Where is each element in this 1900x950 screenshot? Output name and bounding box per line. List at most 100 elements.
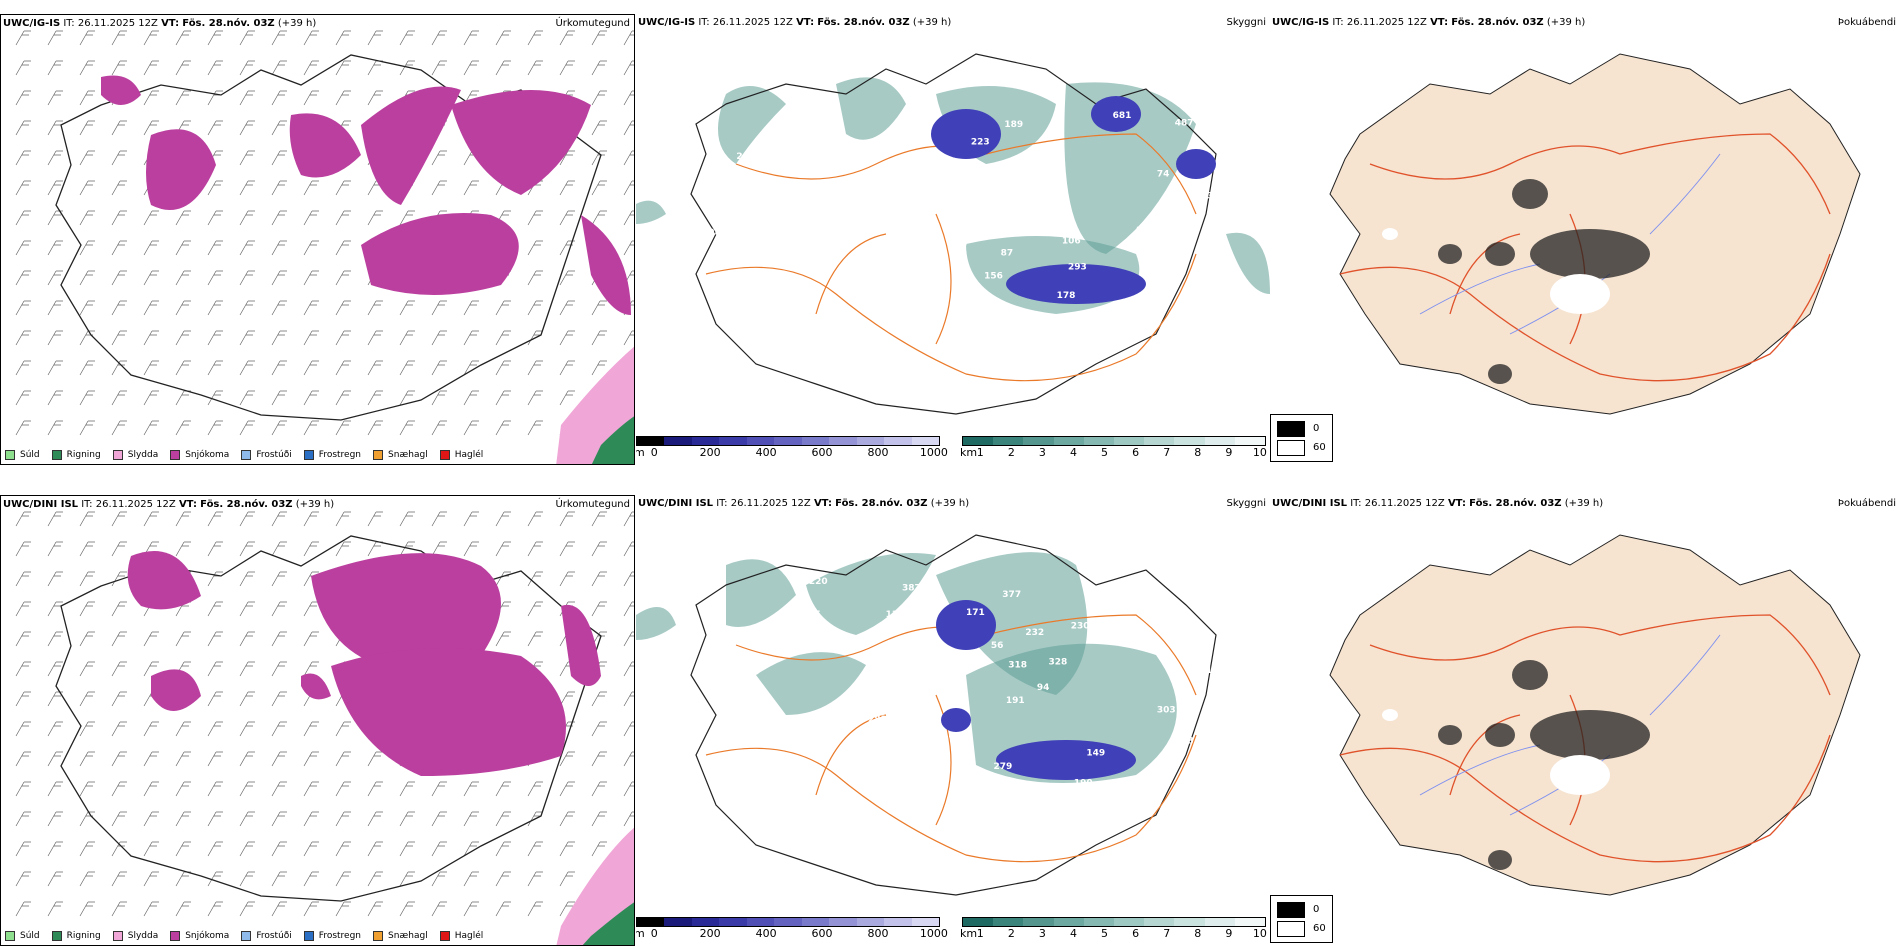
elevation-label: 251 bbox=[748, 739, 767, 749]
wind-barb-icon bbox=[623, 240, 634, 256]
wind-barb-icon bbox=[143, 120, 159, 136]
wind-barb-icon bbox=[367, 360, 383, 376]
wind-barb-icon bbox=[559, 901, 575, 917]
wind-barb-icon bbox=[79, 210, 95, 226]
elevation-label: 255 bbox=[802, 610, 821, 620]
wind-barb-icon bbox=[527, 60, 543, 76]
wind-barb-icon bbox=[79, 90, 95, 106]
wind-barb-icon bbox=[143, 240, 159, 256]
legend-swatch bbox=[170, 931, 181, 941]
wind-barb-icon bbox=[431, 330, 447, 346]
legend-swatch bbox=[51, 931, 62, 941]
elevation-label: 106 bbox=[1062, 237, 1081, 247]
scale-color-cell bbox=[719, 918, 747, 926]
wind-barb-icon bbox=[207, 30, 223, 46]
wind-barb-icon bbox=[303, 240, 319, 256]
wind-barb-icon bbox=[431, 781, 447, 797]
legend-label: Snjókoma bbox=[185, 450, 230, 460]
wind-barb-icon bbox=[207, 180, 223, 196]
wind-barb-icon bbox=[15, 721, 31, 737]
wind-barb-icon bbox=[15, 330, 31, 346]
wind-barb-icon bbox=[239, 240, 255, 256]
wind-barb-icon bbox=[239, 300, 255, 316]
wind-barb-icon bbox=[271, 811, 287, 827]
wind-barb-icon bbox=[367, 901, 383, 917]
elevation-label: 125 bbox=[986, 170, 1005, 180]
fog-legend-bottom: 0 60 bbox=[1270, 895, 1333, 943]
wind-barb-icon bbox=[111, 270, 127, 286]
elevation-label: 501 bbox=[916, 111, 935, 121]
scale-color-cell bbox=[801, 918, 830, 926]
wind-barb-icon bbox=[623, 541, 634, 557]
wind-barb-icon bbox=[47, 270, 63, 286]
wind-barb-icon bbox=[239, 691, 255, 707]
scale-color-cell bbox=[1144, 918, 1175, 926]
wind-barb-icon bbox=[143, 841, 159, 857]
wind-barb-icon bbox=[623, 210, 634, 226]
wind-barb-icon bbox=[495, 541, 511, 557]
legend-label: Rigning bbox=[66, 931, 101, 941]
wind-barb-icon bbox=[431, 511, 447, 527]
wind-barb-icon bbox=[175, 300, 191, 316]
scale-color-cell bbox=[1053, 437, 1084, 445]
elevation-label: 136 bbox=[953, 158, 972, 168]
wind-barb-icon bbox=[143, 631, 159, 647]
elevation-label: 220 bbox=[809, 577, 828, 587]
wind-barb-icon bbox=[463, 60, 479, 76]
wind-barb-icon bbox=[559, 781, 575, 797]
wind-barb-icon bbox=[143, 661, 159, 677]
wind-barb-icon bbox=[335, 390, 351, 406]
wind-barb-icon bbox=[207, 330, 223, 346]
legend-swatch bbox=[303, 931, 314, 941]
scale-tick-label: 9 bbox=[1225, 927, 1233, 940]
wind-barb-icon bbox=[47, 781, 63, 797]
scale-color-cell bbox=[1083, 918, 1115, 926]
scale-color-cell bbox=[1144, 437, 1175, 445]
elevation-label: 517 bbox=[901, 136, 920, 146]
scale-color-cell bbox=[1174, 918, 1205, 926]
wind-barb-icon bbox=[527, 901, 543, 917]
legend-label: Frostregn bbox=[318, 931, 362, 941]
scale-color-cell bbox=[801, 437, 830, 445]
wind-barb-icon bbox=[303, 511, 319, 527]
wind-barb-icon bbox=[303, 270, 319, 286]
elevation-label: 13 bbox=[1201, 191, 1214, 201]
wind-barb-icon bbox=[367, 420, 383, 436]
wind-barb-icon bbox=[463, 541, 479, 557]
wind-barb-icon bbox=[591, 721, 607, 737]
legend-label: Haglél bbox=[454, 450, 484, 460]
wind-barb-icon bbox=[399, 60, 415, 76]
wind-barb-icon bbox=[79, 871, 95, 887]
wind-barb-icon bbox=[15, 841, 31, 857]
wind-barb-icon bbox=[15, 901, 31, 917]
wind-barb-icon bbox=[239, 120, 255, 136]
wind-barb-icon bbox=[207, 210, 223, 226]
wind-barb-icon bbox=[47, 811, 63, 827]
legend-swatch bbox=[439, 450, 450, 460]
wind-barb-icon bbox=[559, 240, 575, 256]
wind-barb-icon bbox=[79, 571, 95, 587]
wind-barb-icon bbox=[399, 541, 415, 557]
wind-barb-icon bbox=[79, 300, 95, 316]
wind-barb-icon bbox=[175, 631, 191, 647]
wind-barb-icon bbox=[591, 691, 607, 707]
wind-barb-icon bbox=[79, 721, 95, 737]
wind-barb-icon bbox=[431, 360, 447, 376]
scale-color-cell bbox=[829, 437, 857, 445]
wind-barb-icon bbox=[559, 210, 575, 226]
wind-barb-icon bbox=[431, 300, 447, 316]
precip-legend-item: Snæhagl bbox=[373, 931, 428, 941]
wind-barb-icon bbox=[591, 90, 607, 106]
precip-legend-item: Slydda bbox=[112, 931, 159, 941]
visibility-panel-bottom: 191 885 230 155 220 94 281 377 190 308 328 253 387 24… bbox=[636, 495, 1270, 946]
panel-title-vis-row2: UWC/DINI ISL IT: 26.11.2025 12Z VT: Fös.… bbox=[638, 498, 970, 509]
wind-barb-icon bbox=[271, 871, 287, 887]
wind-barb-icon bbox=[15, 811, 31, 827]
wind-barb-icon bbox=[559, 360, 575, 376]
wind-barb-icon bbox=[399, 511, 415, 527]
legend-label: Slydda bbox=[127, 931, 159, 941]
wind-barb-icon bbox=[79, 30, 95, 46]
precip-legend-item: Snjókoma bbox=[170, 450, 229, 460]
elevation-label: 56 bbox=[991, 641, 1004, 651]
precip-type-panel-bottom: UWC/DINI ISL IT: 26.11.2025 12Z VT: Fös.… bbox=[0, 495, 635, 946]
